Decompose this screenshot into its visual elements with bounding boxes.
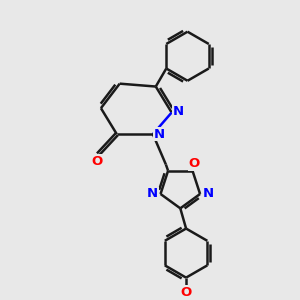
Text: N: N bbox=[202, 188, 214, 200]
Text: N: N bbox=[154, 128, 165, 141]
Text: N: N bbox=[147, 188, 158, 200]
Text: O: O bbox=[91, 155, 102, 168]
Text: N: N bbox=[172, 105, 184, 118]
Text: O: O bbox=[188, 157, 200, 170]
Text: O: O bbox=[181, 286, 192, 299]
